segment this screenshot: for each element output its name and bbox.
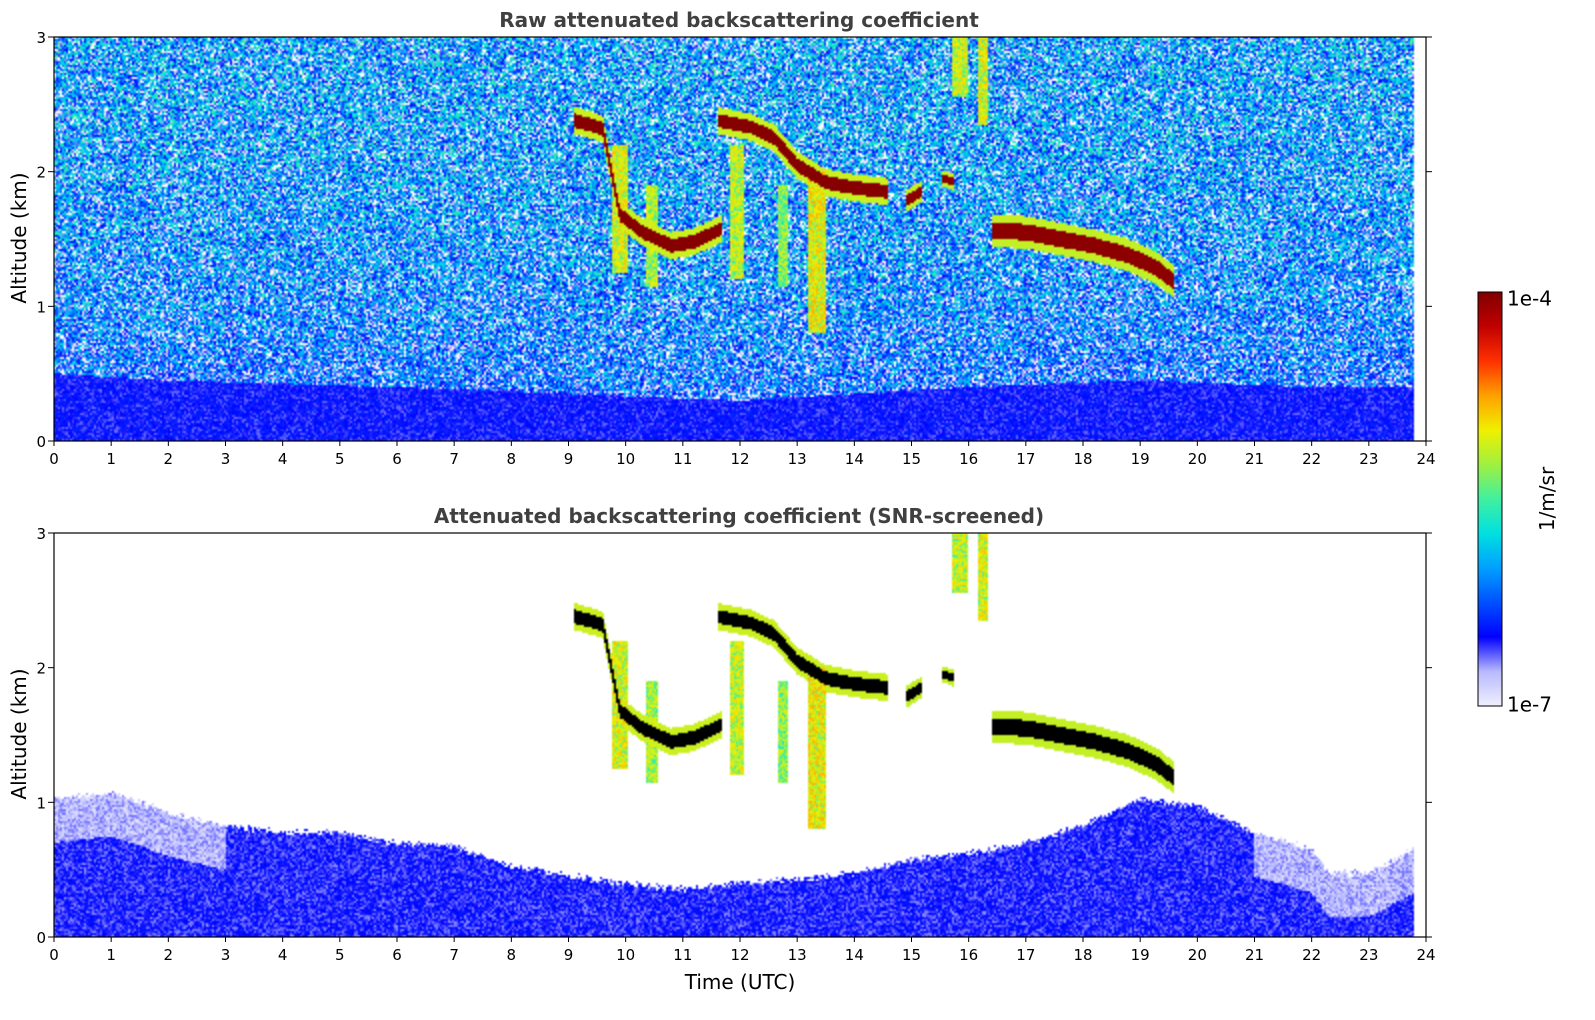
x-tick-label: 22 (1302, 946, 1321, 964)
panel-raw-heatmap-image (54, 37, 1426, 441)
y-tick-label: 0 (36, 433, 46, 451)
x-tick-label: 18 (1073, 946, 1092, 964)
x-tick-label: 12 (730, 450, 749, 468)
x-tick-label: 11 (673, 946, 692, 964)
x-tick-label: 13 (788, 946, 807, 964)
x-tick-label: 23 (1359, 450, 1378, 468)
y-tick-label: 1 (36, 794, 46, 812)
x-tick-label: 19 (1131, 946, 1150, 964)
x-tick-label: 16 (959, 450, 978, 468)
y-tick-label: 3 (36, 29, 46, 47)
x-tick-label: 21 (1245, 450, 1264, 468)
panel-screened-heatmap-image (54, 533, 1426, 937)
x-tick-label: 19 (1131, 450, 1150, 468)
panel-screened-xlabel: Time (UTC) (684, 970, 796, 994)
x-tick-label: 22 (1302, 450, 1321, 468)
x-tick-label: 24 (1416, 946, 1435, 964)
panel-raw-title: Raw attenuated backscattering coefficien… (499, 8, 979, 32)
panel-raw-ticks: 0 1 2 3 4 5 6 7 8 9 10 11 12 13 14 15 16 17 18 19 20 21 22 23 24… (36, 29, 1435, 468)
colorbar-unit-label: 1/m/sr (1535, 466, 1559, 531)
x-tick-label: 4 (278, 450, 288, 468)
x-tick-label: 5 (335, 450, 345, 468)
y-tick-label: 1 (36, 298, 46, 316)
colorbar-gradient (1477, 291, 1503, 707)
y-tick-label: 2 (36, 660, 46, 678)
panel-screened-title: Attenuated backscattering coefficient (S… (434, 504, 1044, 528)
x-tick-label: 3 (221, 450, 231, 468)
x-tick-label: 7 (449, 946, 459, 964)
x-tick-label: 8 (507, 450, 517, 468)
x-tick-label: 1 (106, 450, 116, 468)
x-tick-label: 2 (164, 946, 174, 964)
x-tick-label: 20 (1188, 450, 1207, 468)
x-tick-label: 14 (845, 450, 864, 468)
x-tick-label: 21 (1245, 946, 1264, 964)
x-tick-label: 13 (788, 450, 807, 468)
panel-raw-ylabel: Altitude (km) (7, 172, 31, 303)
y-tick-label: 2 (36, 164, 46, 182)
x-tick-label: 9 (564, 946, 574, 964)
x-tick-label: 5 (335, 946, 345, 964)
x-tick-label: 0 (49, 946, 59, 964)
colorbar-min-label: 1e-7 (1507, 693, 1552, 717)
y-tick-label: 3 (36, 525, 46, 543)
x-tick-label: 6 (392, 450, 402, 468)
x-tick-label: 4 (278, 946, 288, 964)
x-tick-label: 17 (1016, 450, 1035, 468)
colorbar-max-label: 1e-4 (1507, 287, 1552, 311)
x-tick-label: 9 (564, 450, 574, 468)
panel-screened-plot-area (53, 532, 1427, 938)
x-tick-label: 0 (49, 450, 59, 468)
panel-screened-ticks: 0 1 2 3 4 5 6 7 8 9 10 11 12 13 14 15 16 17 18 19 20 21 22 23 24… (36, 525, 1435, 964)
x-tick-label: 18 (1073, 450, 1092, 468)
x-tick-label: 17 (1016, 946, 1035, 964)
x-tick-label: 15 (902, 946, 921, 964)
x-tick-label: 14 (845, 946, 864, 964)
x-tick-label: 2 (164, 450, 174, 468)
x-tick-label: 20 (1188, 946, 1207, 964)
x-tick-label: 11 (673, 450, 692, 468)
x-tick-label: 23 (1359, 946, 1378, 964)
colorbar: 1e-4 1e-7 1/m/sr (1477, 287, 1559, 717)
x-tick-label: 8 (507, 946, 517, 964)
panel-screened-ylabel: Altitude (km) (7, 668, 31, 799)
x-tick-label: 1 (106, 946, 116, 964)
x-tick-label: 24 (1416, 450, 1435, 468)
x-tick-label: 15 (902, 450, 921, 468)
panel-screened: Attenuated backscattering coefficient (S… (7, 504, 1436, 994)
panel-raw-plot-area (53, 36, 1427, 442)
x-tick-label: 10 (616, 450, 635, 468)
x-tick-label: 6 (392, 946, 402, 964)
x-tick-label: 3 (221, 946, 231, 964)
x-tick-label: 7 (449, 450, 459, 468)
x-tick-label: 16 (959, 946, 978, 964)
x-tick-label: 10 (616, 946, 635, 964)
y-tick-label: 0 (36, 929, 46, 947)
x-tick-label: 12 (730, 946, 749, 964)
panel-raw: Raw attenuated backscattering coefficien… (7, 8, 1436, 468)
